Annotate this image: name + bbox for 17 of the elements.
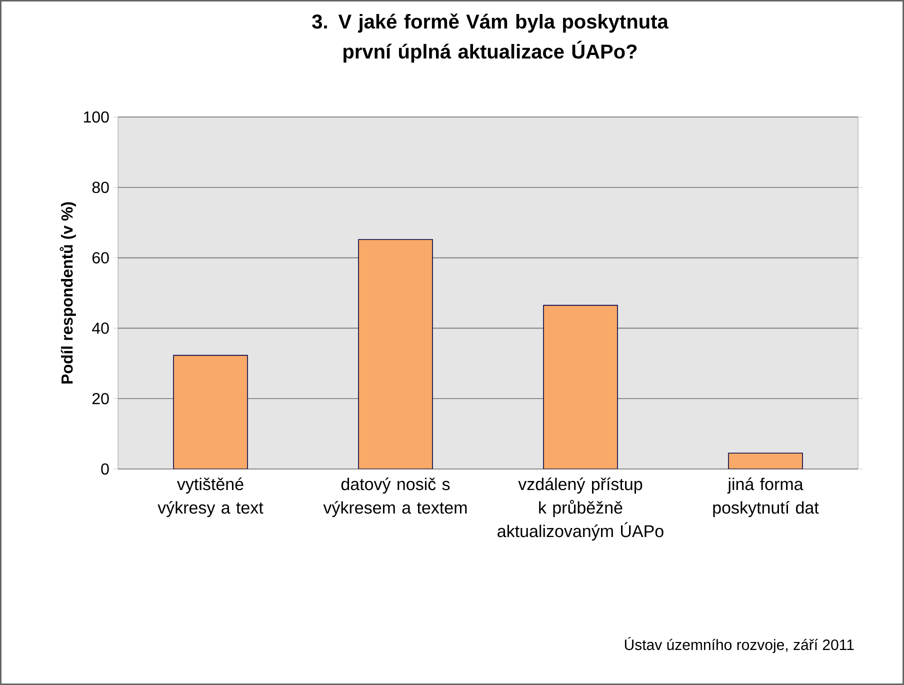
x-tick-label: jiná forma poskytnutí dat [713,478,819,518]
y-tick-label: 40 [92,322,109,334]
y-tick-label: 20 [92,392,109,404]
y-tick-label: 80 [92,182,109,194]
bar [358,239,433,469]
y-tick-label: 0 [101,463,109,475]
bar [728,452,803,469]
chart-title: 3. V jaké formě Vám byla poskytnuta první úplná aktualizace ÚAPo? [312,14,668,63]
text: Ústav územního rozvoje, září 2011 [624,636,854,654]
y-tick-label: 100 [84,111,109,123]
bar [173,354,248,469]
y-tick-label: 60 [92,252,109,264]
x-tick-label: datový nosič s výkresem a textem [323,478,467,518]
x-tick-label: vytištěné výkresy a text [158,478,264,518]
y-axis-title: Podíl respondentů (v %) [60,202,76,384]
x-tick-label: vzdálený přístup k průběžně aktualizovaným ÚAPo [498,478,664,541]
bar [543,304,618,469]
